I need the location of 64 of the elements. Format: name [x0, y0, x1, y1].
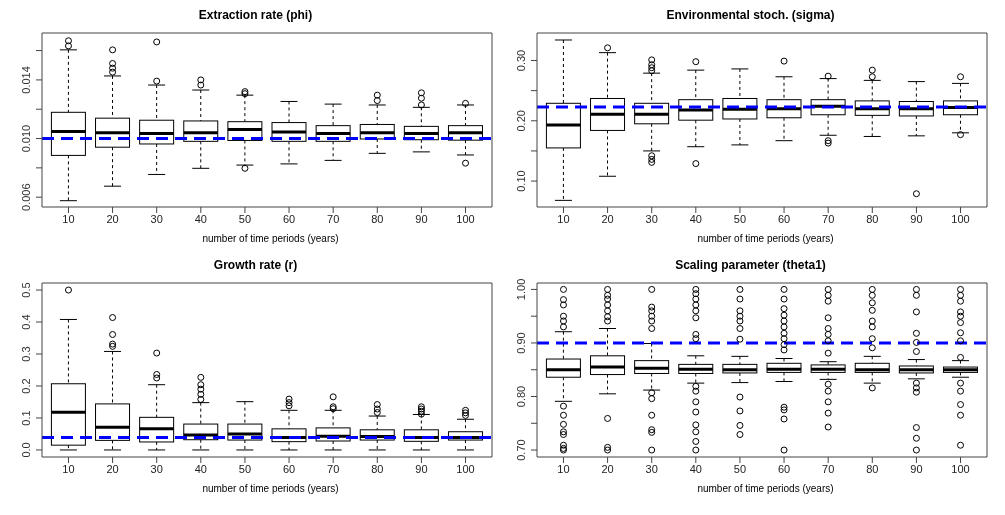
y-tick-label: 1.00: [515, 278, 527, 301]
x-tick-label: 50: [733, 462, 747, 475]
y-tick-label: 0.014: [20, 66, 32, 94]
y-tick-label: 0.2: [20, 378, 32, 394]
y-tick-label: 0.90: [515, 332, 527, 354]
y-tick-label: 0.80: [515, 385, 527, 408]
x-tick-label: 90: [910, 212, 923, 225]
x-tick-label: 80: [371, 462, 384, 475]
y-tick-label: 0.3: [20, 346, 32, 362]
x-tick-label: 50: [238, 212, 252, 225]
x-tick-label: 60: [777, 212, 791, 225]
x-tick-label: 40: [689, 212, 702, 225]
x-axis-title: number of time periods (years): [201, 233, 340, 244]
x-tick-label: 10: [557, 212, 570, 225]
x-tick-label: 50: [238, 462, 252, 475]
x-tick-label: 70: [327, 212, 340, 225]
x-tick-label: 20: [106, 462, 119, 475]
chart-title: Extraction rate (phi): [197, 8, 314, 24]
chart-title: Environmental stoch. (sigma): [665, 8, 836, 24]
x-tick-label: 40: [689, 462, 702, 475]
x-tick-label: 10: [62, 462, 75, 475]
x-tick-label: 10: [557, 462, 570, 475]
x-tick-label: 60: [282, 462, 296, 475]
x-tick-label: 30: [645, 462, 658, 475]
x-tick-label: 70: [822, 212, 835, 225]
y-tick-label: 0.4: [20, 314, 32, 330]
x-tick-label: 100: [456, 212, 475, 225]
x-axis-title: number of time periods (years): [696, 483, 835, 494]
y-tick-label: 0.010: [20, 124, 32, 153]
x-tick-label: 40: [194, 462, 207, 475]
x-tick-label: 100: [951, 462, 970, 475]
x-tick-label: 100: [456, 462, 475, 475]
x-tick-label: 60: [777, 462, 791, 475]
x-tick-label: 80: [866, 462, 879, 475]
chart-title: Scaling parameter (theta1): [674, 258, 827, 274]
y-tick-label: 0.30: [515, 49, 527, 72]
chart-title: Growth rate (r): [212, 258, 299, 274]
y-tick-label: 0.5: [20, 282, 32, 298]
x-tick-label: 20: [106, 212, 119, 225]
x-tick-label: 40: [194, 212, 207, 225]
x-axis-title: number of time periods (years): [696, 233, 835, 244]
y-tick-label: 0.20: [515, 110, 527, 132]
x-tick-label: 90: [910, 462, 923, 475]
x-tick-label: 10: [62, 212, 75, 225]
y-tick-label: 0.1: [20, 410, 32, 426]
y-tick-label: 0.006: [20, 183, 32, 211]
y-tick-label: 0.10: [515, 170, 527, 192]
y-tick-label: 0.70: [515, 439, 527, 461]
x-tick-label: 90: [415, 462, 428, 475]
x-tick-label: 30: [150, 212, 163, 225]
x-tick-label: 100: [951, 212, 970, 225]
x-tick-label: 80: [866, 212, 879, 225]
x-tick-label: 70: [822, 462, 835, 475]
x-axis-title: number of time periods (years): [201, 483, 340, 494]
x-tick-label: 30: [150, 462, 163, 475]
x-tick-label: 20: [601, 462, 614, 475]
x-tick-label: 50: [733, 212, 747, 225]
x-tick-label: 70: [327, 462, 340, 475]
x-tick-label: 80: [371, 212, 384, 225]
x-tick-label: 90: [415, 212, 428, 225]
x-tick-label: 30: [645, 212, 658, 225]
x-tick-label: 20: [601, 212, 614, 225]
x-tick-label: 60: [282, 212, 296, 225]
y-tick-label: 0.0: [20, 442, 32, 458]
